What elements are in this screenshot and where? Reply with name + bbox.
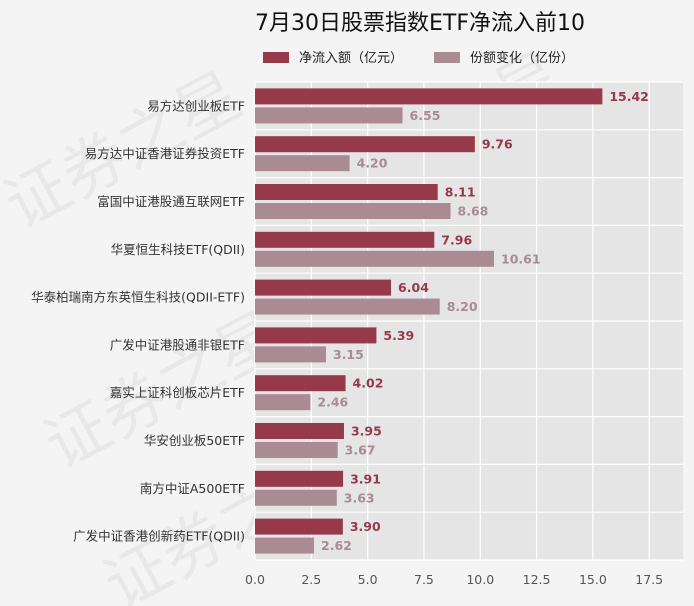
category-label: 易方达创业板ETF [147,98,245,113]
category-label: 南方中证A500ETF [140,481,245,496]
x-tick-label: 12.5 [523,572,551,587]
bar-value-label: 6.04 [398,280,429,295]
bar-net-inflow [255,184,438,200]
category-label: 易方达中证香港证券投资ETF [85,146,245,161]
bar-value-label: 3.15 [333,347,364,362]
bar-net-inflow [255,327,377,344]
bar-share-change [255,489,337,506]
bar-value-label: 3.90 [350,519,381,534]
bar-value-label: 7.96 [441,232,472,247]
legend-swatch-net-inflow [263,52,289,63]
category-labels: 易方达创业板ETF 易方达中证香港证券投资ETF 富国中证港股通互联网ETF 华夏恒生… [31,98,245,543]
x-tick-label: 15.0 [579,572,607,587]
bar-value-label: 10.61 [501,251,541,266]
bar-share-change [255,107,403,124]
bar-value-label: 2.46 [317,395,348,410]
bar-value-label: 3.95 [351,424,382,439]
bar-share-change [255,203,451,219]
bar-value-label: 3.67 [345,443,376,458]
legend-label-share-change: 份额变化（亿份） [470,50,574,66]
category-label: 嘉实上证科创板芯片ETF [110,385,245,400]
legend: 净流入额（亿元） 份额变化（亿份） [263,50,574,66]
bars: 15.42 6.55 9.76 4.20 8.11 8.68 7.96 10.61 6.04 8.… [255,88,649,554]
bar-value-label: 4.20 [357,156,388,171]
bar-net-inflow [255,375,346,392]
bar-net-inflow [255,136,475,153]
bar-net-inflow [255,279,392,296]
chart-title: 7月30日股票指数ETF净流入前10 [255,11,585,36]
bar-value-label: 8.11 [445,185,476,200]
x-tick-label: 2.5 [301,572,321,587]
bar-value-label: 3.63 [344,490,375,505]
x-tick-label: 7.5 [414,572,434,587]
legend-label-net-inflow: 净流入额（亿元） [299,51,403,66]
bar-net-inflow [255,231,435,248]
bar-value-label: 6.55 [410,108,441,123]
bar-value-label: 4.02 [353,376,384,391]
category-label: 华安创业板50ETF [144,433,245,448]
x-tick-label: 10.0 [466,572,494,587]
bar-value-label: 2.62 [321,538,352,553]
bar-value-label: 15.42 [609,89,649,104]
x-axis-ticks: 0.0 2.5 5.0 7.5 10.0 12.5 15.0 17.5 [245,572,663,587]
category-label: 富国中证港股通互联网ETF [97,194,245,209]
bar-share-change [255,346,326,363]
legend-swatch-share-change [434,52,460,63]
bar-value-label: 3.91 [350,471,381,486]
category-label: 广发中证港股通非银ETF [110,337,245,352]
bar-share-change [255,394,311,411]
bar-net-inflow [255,518,343,535]
x-tick-label: 0.0 [245,572,265,587]
category-label: 广发中证香港创新药ETF(QDII) [73,529,245,544]
bar-share-change [255,250,495,267]
bar-value-label: 8.68 [458,204,489,219]
bar-net-inflow [255,88,603,105]
category-label: 华泰柏瑞南方东英恒生科技(QDII-ETF) [31,290,245,305]
bar-value-label: 8.20 [447,299,478,314]
bar-value-label: 9.76 [482,137,513,152]
x-tick-label: 5.0 [358,572,378,587]
bar-net-inflow [255,470,344,487]
bar-value-label: 5.39 [383,328,414,343]
bar-share-change [255,537,315,554]
bar-net-inflow [255,423,344,439]
bar-share-change [255,298,440,315]
bar-share-change [255,155,350,172]
category-label: 华夏恒生科技ETF(QDII) [111,242,245,257]
x-tick-label: 17.5 [635,572,663,587]
bar-share-change [255,442,338,458]
